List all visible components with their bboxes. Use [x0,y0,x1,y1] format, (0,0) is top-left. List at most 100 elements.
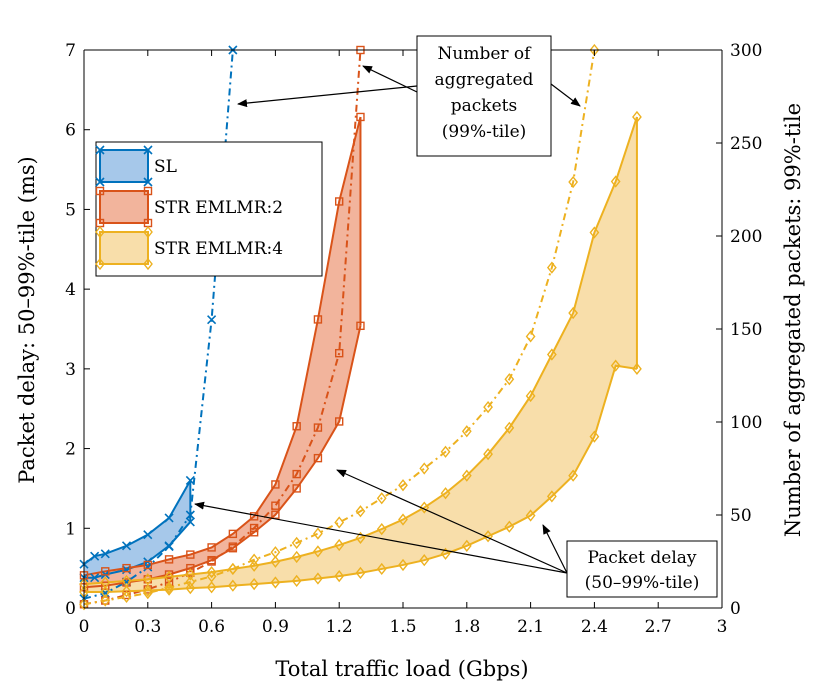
str-emlmr-4-delay-p50-point [440,547,451,560]
annotations: Number of aggregated packets (99%-tile) Pack… [194,35,718,598]
str-emlmr-4-agg-packets-point [121,590,132,603]
str-emlmr-4-delay-p99-point [525,389,536,403]
sl-delay-p99-point [164,513,174,523]
delay-annotation-box [566,540,718,598]
str-emlmr-2-delay-p50-point [313,453,323,463]
str-emlmr-4-agg-packets-point [142,586,153,600]
str-emlmr-4-delay-p50-point [164,583,174,596]
str-emlmr-2-agg-packets-point [335,348,344,358]
str-emlmr-4-delay-p50-point [291,574,302,588]
sl-agg-packets-point [143,562,153,572]
str-emlmr-4-agg-packets-point [504,373,515,386]
str-emlmr-4-delay-p99-point [461,469,472,482]
str-emlmr-4-delay-p50-point [142,584,153,597]
str-emlmr-4-delay-p50-point [546,490,557,503]
y-tick-label-left: 4 [65,280,76,300]
y-axis-label-right: Number of aggregated packets: 99%-tile [781,103,805,537]
str-emlmr-4-delay-p99-point [270,555,281,568]
str-emlmr-4-delay-p50-point [483,530,493,543]
agg-annotation-text: packets [451,96,517,116]
str-emlmr-4-agg-packets-point [270,546,281,559]
agg-annotation-box [416,35,552,157]
str-emlmr-2-delay-p99-point [122,563,131,573]
sl-agg-packets-point [185,510,195,520]
legend-marker [143,257,153,271]
sl-agg-packets-line [83,49,234,600]
x-tick-label: 2.1 [517,617,544,637]
tick-labels: 0 0.3 0.6 0.9 1.2 1.5 1.8 2.1 2.4 2.7 301234567050… [65,41,762,637]
str-emlmr-2-delay-p99-point [101,567,110,576]
str-emlmr-2-delay-p99-point [164,555,174,564]
str-emlmr-4-delay-p50-point [568,469,579,482]
str-emlmr-2-delay-p50-point [186,563,195,573]
str-emlmr-4-agg-packets-point [355,505,366,518]
str-emlmr-2-delay-p99-point [313,315,323,324]
str-emlmr-2-delay-p99-point [228,529,238,539]
sl-delay-p50-point [185,517,195,527]
agg-annotation-text: aggregated [435,70,534,90]
str-emlmr-4-delay-p99-point [334,538,345,552]
sl-delay-p99-point [121,541,132,551]
str-emlmr-2-agg-packets-line [83,49,362,606]
str-emlmr-2-delay-p50-point [335,417,344,426]
str-emlmr-4-delay-p50-line [84,364,638,594]
str-emlmr-2-delay-p99-point [186,550,195,559]
str-emlmr-4-agg-packets-point [461,425,472,438]
agg-annotation-text: Number of [438,44,533,64]
y-tick-label-left: 2 [65,440,76,460]
legend-swatch [99,149,149,183]
legend-label: STR EMLMR:4 [154,239,283,259]
str-emlmr-4-delay-p50-point [100,585,111,599]
delay-annotation-text: Packet delay [587,548,696,568]
sl-delay-p99-point [185,475,195,486]
str-emlmr-2-delay-p99-point [356,112,365,122]
str-emlmr-4-agg-packets-point [185,575,196,589]
str-emlmr-4-agg-packets-point [334,516,345,529]
str-emlmr-4-delay-p50-point [334,569,345,583]
str-emlmr-4-agg-packets-point [525,330,536,343]
str-emlmr-2-agg-packets-point [292,469,301,479]
str-emlmr-2-delay-p99-point [292,422,301,431]
y-tick-label-left: 5 [65,200,76,220]
str-emlmr-4-delay-p99-point [440,487,451,500]
str-emlmr-4-delay-p99-point [632,110,642,124]
x-tick-label: 3 [717,617,728,637]
x-tick-label: 0.3 [134,617,161,637]
str-emlmr-4-agg-packets-point [206,570,217,583]
str-emlmr-4-delay-p99-point [376,522,387,536]
delay-arrow-sl [194,501,568,574]
legend-marker [95,145,105,155]
str-emlmr-4-delay-p50-point [610,359,621,372]
str-emlmr-2-agg-packets-point [313,423,323,432]
sl-agg-packets-point [207,315,217,325]
agg-arrow-str2 [362,65,418,93]
str-emlmr-2-delay-p50-point [292,484,301,493]
str-emlmr-4-delay-p99-point [419,501,430,514]
str-emlmr-4-agg-packets-point [398,479,408,492]
sl-delay-p50-point [90,573,100,583]
agg-annotation-text: (99%-tile) [442,122,527,142]
y-tick-label-right: 0 [730,599,741,619]
str-emlmr-4-delay-p50-point [525,509,536,522]
str-emlmr-2-delay-p99-point [271,480,280,489]
delay-arrow-str2 [336,469,568,574]
str-emlmr-4-delay-p50-point [249,577,260,591]
legend-swatch [99,231,149,265]
str-emlmr-2-delay-p99-point [249,512,259,521]
str-emlmr-4-delay-p99-point [504,421,515,434]
series-markers [79,43,642,611]
str-emlmr-2-agg-packets-point [249,523,259,533]
legend: SL STR EMLMR:2 STR EMLMR:4 [95,141,323,277]
str-emlmr-4-delay-p99-point [546,348,557,361]
str-emlmr-4-delay-p50-point [121,585,132,598]
legend-marker [143,145,153,155]
legend-marker [95,257,105,271]
str-emlmr-2-delay-p50-point [271,510,280,519]
str-emlmr-4-delay-p50-point [185,581,196,595]
y-tick-label-right: 200 [730,227,762,247]
delay-bands [84,116,637,593]
delay-annotation-text: (50–99%-tile) [585,573,700,593]
str-emlmr-4-delay-p99-point [142,573,153,586]
legend-marker [95,225,105,239]
